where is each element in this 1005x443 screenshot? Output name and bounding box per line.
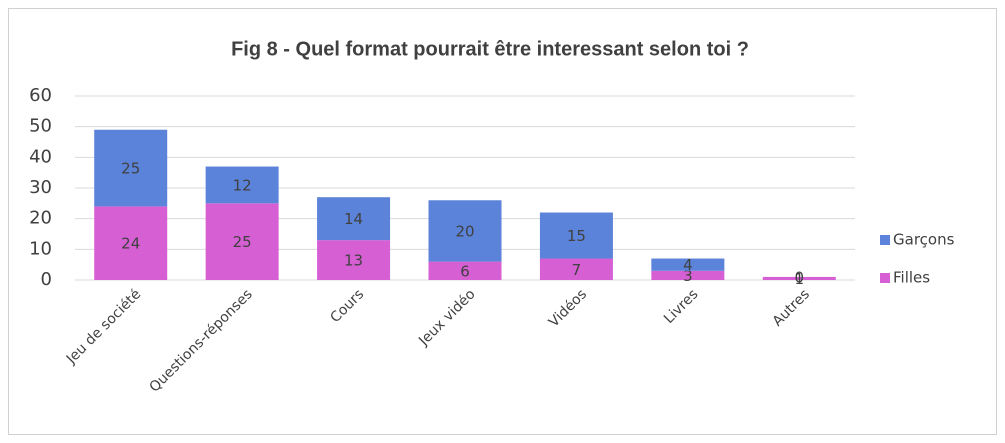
- bar-segment: [205, 166, 279, 204]
- data-label: 7: [572, 261, 582, 279]
- data-label: 0: [795, 268, 805, 286]
- y-tick-label: 40: [29, 146, 52, 167]
- data-label: 4: [683, 256, 693, 274]
- bar-segment: [651, 258, 725, 271]
- chart-frame: [8, 8, 997, 435]
- bar-segment: [428, 261, 502, 280]
- chart-title: Fig 8 - Quel format pourrait être intere…: [231, 38, 749, 60]
- legend-swatch: [880, 235, 890, 245]
- bar-segment: [94, 129, 168, 207]
- data-label: 1: [795, 270, 805, 288]
- bar-segment: [317, 197, 391, 241]
- y-tick-label: 10: [29, 238, 52, 259]
- data-label: 20: [455, 222, 474, 240]
- y-tick-label: 60: [29, 85, 52, 106]
- bar-segment: [539, 258, 613, 280]
- y-tick-label: 20: [29, 208, 52, 229]
- data-label: 6: [460, 262, 470, 280]
- bar-segment: [205, 203, 279, 280]
- bar-segment: [94, 206, 168, 280]
- bar-segment: [651, 270, 725, 280]
- y-tick-label: 30: [29, 177, 52, 198]
- data-label: 12: [233, 176, 252, 194]
- data-label: 25: [121, 160, 140, 178]
- data-label: 14: [344, 210, 363, 228]
- legend-label: Garçons: [893, 231, 955, 249]
- data-label: 24: [121, 235, 140, 253]
- data-label: 3: [683, 267, 693, 285]
- bar-segment: [317, 240, 391, 280]
- bar-segment: [428, 200, 502, 262]
- data-label: 25: [233, 233, 252, 251]
- bar-segment: [539, 212, 613, 259]
- y-tick-label: 0: [41, 269, 52, 290]
- legend-label: Filles: [893, 269, 930, 287]
- y-tick-label: 50: [29, 116, 52, 137]
- data-label: 13: [344, 252, 363, 270]
- data-label: 15: [567, 227, 586, 245]
- bar-segment: [762, 276, 836, 280]
- legend-swatch: [880, 273, 890, 283]
